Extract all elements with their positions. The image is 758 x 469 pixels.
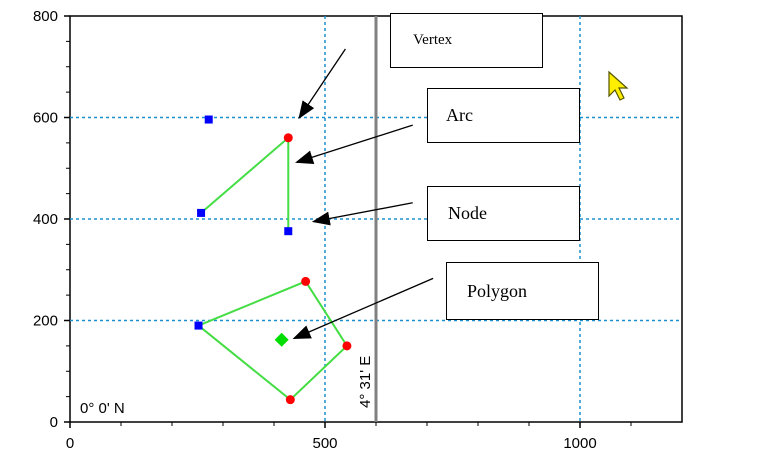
node-callout-label: Node (427, 186, 580, 241)
polygon-label-point (274, 332, 289, 347)
x-tick-label: 0 (66, 435, 74, 452)
vertex-circle (301, 276, 311, 286)
nodes (194, 115, 352, 405)
vertex-callout-arrow (298, 48, 346, 120)
polygon-callout-arrow (292, 277, 434, 340)
meridian-label: 4° 31' E (357, 356, 374, 408)
y-tick-label: 200 (33, 313, 58, 330)
arc-callout-label: Arc (427, 88, 580, 143)
y-tick-label: 600 (33, 110, 58, 127)
corner-label: 0° 0' N (80, 400, 125, 417)
plot-area (69, 15, 683, 423)
arrow-pointer-icon (608, 70, 629, 101)
node-square (284, 227, 293, 236)
polygon-callout-label: Polygon (446, 262, 599, 320)
node-square (204, 115, 213, 124)
node-square (197, 208, 206, 217)
arc-callout-arrow (295, 124, 413, 164)
axes: 0 500 1000 0 200 400 600 800 (33, 8, 632, 452)
x-tick-label: 500 (312, 435, 337, 452)
vertex-circle (285, 395, 295, 405)
vertex-circle (283, 133, 293, 143)
node-square (194, 321, 203, 330)
y-tick-label: 800 (33, 8, 58, 25)
y-tick-label: 0 (50, 414, 58, 431)
x-tick-label: 1000 (563, 435, 596, 452)
vertex-circle (342, 341, 352, 351)
node-callout-arrow (311, 202, 413, 226)
y-tick-label: 400 (33, 211, 58, 228)
vertex-callout-label: Vertex (390, 13, 543, 68)
callout-arrows (292, 48, 434, 340)
